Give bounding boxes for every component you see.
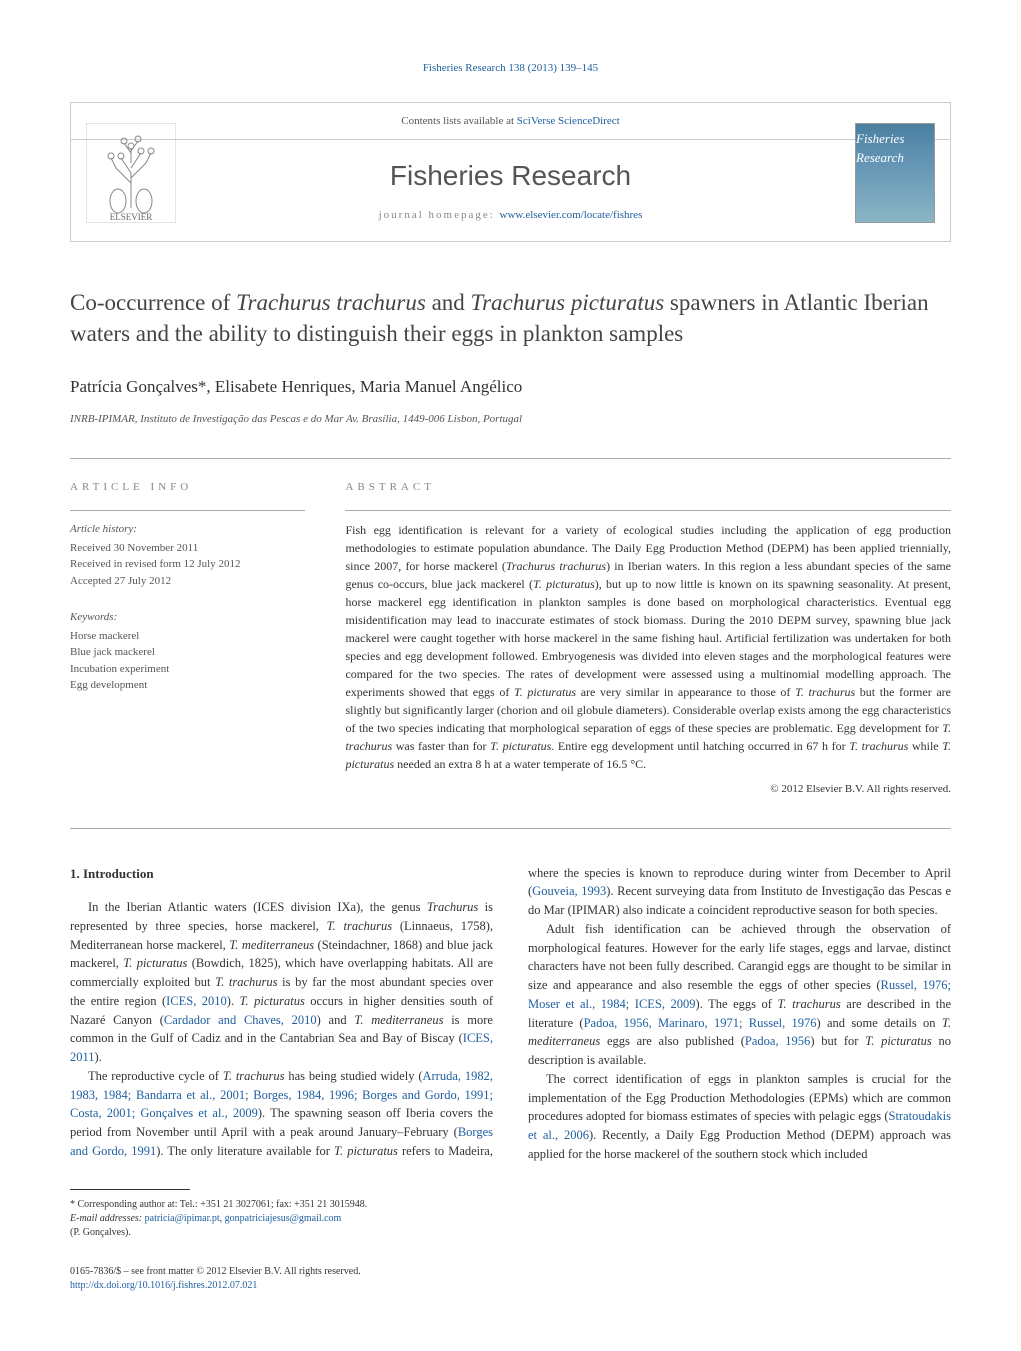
journal-name-row: Fisheries Research [71,140,950,207]
doi-link[interactable]: http://dx.doi.org/10.1016/j.fishres.2012… [70,1280,257,1291]
copyright-line: © 2012 Elsevier B.V. All rights reserved… [345,781,951,798]
homepage-prefix: journal homepage: [379,209,500,221]
introduction-section: 1. Introduction In the Iberian Atlantic … [70,864,951,1164]
revised-date: Received in revised form 12 July 2012 [70,556,305,573]
journal-header-box: ELSEVIER Fisheries Research Contents lis… [70,102,951,242]
accepted-date: Accepted 27 July 2012 [70,573,305,590]
contents-prefix: Contents lists available at [401,115,516,127]
journal-cover-thumbnail: Fisheries Research [855,123,935,223]
keywords-head: Keywords: [70,609,305,626]
citation-link[interactable]: Padoa, 1956 [745,1034,810,1048]
contents-available-line: Contents lists available at SciVerse Sci… [71,103,950,141]
footnote-emails: E-mail addresses: patricia@ipimar.pt, go… [70,1212,493,1226]
email-link[interactable]: gonpatriciajesus@gmail.com [225,1213,342,1224]
citation-link[interactable]: Gouveia, 1993 [532,884,606,898]
bottom-metadata: 0165-7836/$ – see front matter © 2012 El… [70,1265,493,1293]
elsevier-logo: ELSEVIER [86,123,176,223]
email-link[interactable]: patricia@ipimar.pt [145,1213,220,1224]
keyword: Blue jack mackerel [70,644,305,661]
footnote-corr: * Corresponding author at: Tel.: +351 21… [70,1198,493,1212]
body-paragraph: Adult fish identification can be achieve… [528,920,951,1070]
citation-link[interactable]: Cardador and Chaves, 2010 [164,1013,317,1027]
abstract-column: ABSTRACT Fish egg identification is rele… [345,479,951,798]
body-text-columns: 1. Introduction In the Iberian Atlantic … [70,864,951,1164]
journal-cover-text: Fisheries Research [856,129,934,168]
body-paragraph: The correct identification of eggs in pl… [528,1070,951,1164]
article-info-column: ARTICLE INFO Article history: Received 3… [70,479,305,798]
sciencedirect-link[interactable]: SciVerse ScienceDirect [517,115,620,127]
info-abstract-row: ARTICLE INFO Article history: Received 3… [70,479,951,798]
homepage-row: journal homepage: www.elsevier.com/locat… [71,207,950,234]
divider [70,828,951,829]
svg-text:ELSEVIER: ELSEVIER [110,212,153,222]
abstract-label: ABSTRACT [345,479,951,496]
footnote-name: (P. Gonçalves). [70,1226,493,1240]
abstract-text: Fish egg identification is relevant for … [345,510,951,773]
authors-line: Patrícia Gonçalves*, Elisabete Henriques… [70,374,951,400]
keywords-block: Keywords: Horse mackerel Blue jack macke… [70,609,305,694]
citation-link[interactable]: Padoa, 1956, Marinaro, 1971; Russel, 197… [584,1016,817,1030]
intro-heading: 1. Introduction [70,864,493,884]
keyword: Egg development [70,677,305,694]
body-paragraph: In the Iberian Atlantic waters (ICES div… [70,898,493,1067]
received-date: Received 30 November 2011 [70,540,305,557]
article-info-label: ARTICLE INFO [70,479,305,496]
header-citation: Fisheries Research 138 (2013) 139–145 [70,60,951,77]
affiliation-line: INRB-IPIMAR, Instituto de Investigação d… [70,411,951,428]
corresponding-author-footnote: * Corresponding author at: Tel.: +351 21… [70,1198,493,1240]
footnote-divider [70,1189,190,1190]
article-history-block: Article history: Received 30 November 20… [70,510,305,589]
history-head: Article history: [70,521,305,538]
citation-link[interactable]: ICES, 2010 [166,994,227,1008]
issn-line: 0165-7836/$ – see front matter © 2012 El… [70,1265,493,1279]
article-title: Co-occurrence of Trachurus trachurus and… [70,287,951,349]
keyword: Incubation experiment [70,661,305,678]
divider [70,458,951,459]
keyword: Horse mackerel [70,628,305,645]
journal-name: Fisheries Research [390,160,631,191]
homepage-link[interactable]: www.elsevier.com/locate/fishres [500,209,643,221]
